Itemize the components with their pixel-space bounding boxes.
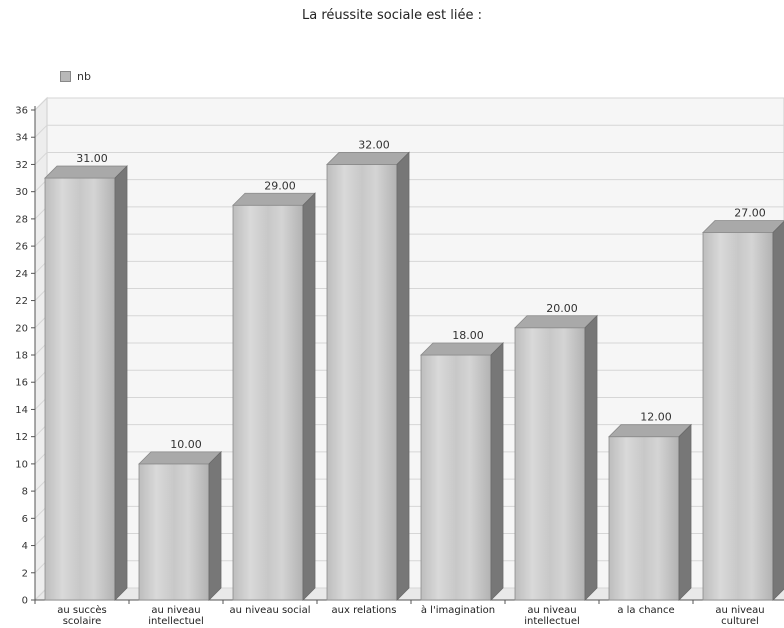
bars — [44, 151, 784, 601]
data-label: 29.00 — [264, 179, 296, 192]
bar-top — [702, 220, 784, 233]
gridline — [34, 124, 784, 138]
bar-top — [420, 342, 504, 356]
bar-top — [138, 451, 222, 465]
y-tick-label: 22 — [15, 296, 28, 307]
x-tick-label: au niveau culturel — [715, 605, 764, 627]
x-tick-label: au niveau social — [230, 605, 311, 616]
x-tick-label: a la chance — [617, 605, 674, 616]
bar — [326, 164, 398, 601]
labels: 31.00 au succès scolaire 10.00 au niveau inte… — [57, 138, 766, 627]
x-tick-label: au succès scolaire — [57, 604, 107, 627]
bar-side — [490, 342, 504, 601]
y-tick-label: 28 — [15, 214, 28, 225]
y-tick-label: 14 — [15, 405, 28, 416]
y-tick-label: 0 — [22, 596, 28, 607]
y-tick-label: 32 — [15, 160, 28, 171]
y-tick-label: 10 — [15, 459, 28, 470]
bar-side — [584, 314, 598, 601]
bar-top — [44, 165, 128, 179]
plot-floor — [35, 588, 784, 600]
legend-swatch — [60, 71, 71, 82]
y-tick-label: 34 — [15, 133, 28, 144]
bar-top — [326, 152, 410, 165]
gridline — [34, 151, 784, 165]
bar — [420, 354, 492, 601]
y-tick-label: 6 — [22, 514, 28, 525]
x-tick-label: aux relations — [332, 605, 397, 616]
bar — [514, 327, 586, 601]
chart-title: La réussite sociale est liée : — [302, 8, 482, 23]
bar-top — [232, 192, 316, 206]
bar-side — [772, 220, 784, 601]
legend-label: nb — [77, 70, 91, 83]
x-tick-label: au niveau intellectuel — [148, 605, 204, 627]
y-tick-label: 20 — [15, 323, 28, 334]
bar-top — [514, 315, 598, 329]
y-tick-label: 12 — [15, 432, 28, 443]
y-tick-label: 26 — [15, 242, 28, 253]
data-label: 12.00 — [640, 411, 672, 424]
y-tick-label: 8 — [22, 487, 28, 498]
y-tick-label: 18 — [15, 351, 28, 362]
bar — [232, 204, 304, 601]
bar-side — [208, 450, 222, 601]
y-tick-label: 24 — [15, 269, 28, 280]
data-label: 32.00 — [358, 138, 390, 151]
bar — [138, 463, 210, 601]
y-tick-label: 36 — [15, 106, 28, 117]
bar — [608, 436, 680, 601]
data-label: 31.00 — [76, 152, 108, 165]
x-tick-label: à l'imagination — [421, 604, 495, 616]
gridline — [34, 97, 784, 111]
bar-side — [114, 165, 128, 601]
bar-side — [678, 423, 692, 601]
y-tick-label: 16 — [15, 378, 28, 389]
bar-side — [302, 192, 316, 601]
x-tick-label: au niveau intellectuel — [524, 605, 580, 627]
bar — [44, 177, 116, 601]
y-tick-label: 4 — [22, 541, 28, 552]
data-label: 20.00 — [546, 302, 578, 315]
legend: nb — [60, 70, 91, 83]
data-label: 27.00 — [734, 207, 766, 220]
bar-top — [608, 424, 692, 438]
bar — [702, 232, 774, 601]
bar-side — [396, 151, 410, 601]
data-label: 10.00 — [170, 438, 202, 451]
y-tick-label: 30 — [15, 187, 28, 198]
y-tick-label: 2 — [22, 568, 28, 579]
data-label: 18.00 — [452, 329, 484, 342]
